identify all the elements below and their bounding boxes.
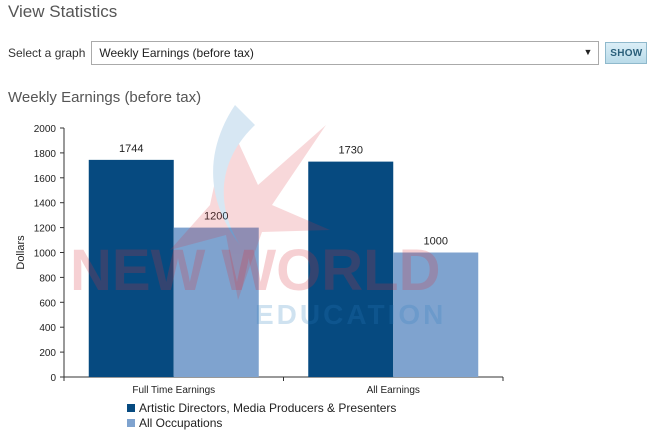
- y-tick-label: 400: [39, 323, 56, 334]
- bar-series2: [173, 227, 259, 377]
- y-tick-label: 800: [39, 273, 56, 284]
- page-title: View Statistics: [8, 2, 118, 21]
- x-category-label: Full Time Earnings: [132, 385, 215, 396]
- bar-value-label: 1730: [339, 145, 363, 157]
- y-tick-label: 600: [39, 298, 56, 309]
- bar-value-label: 1200: [204, 211, 228, 223]
- legend-item-series2: All Occupations: [127, 415, 396, 430]
- legend-label-series2: All Occupations: [139, 415, 223, 430]
- chart-title: Weekly Earnings (before tax): [8, 89, 202, 106]
- select-graph-label: Select a graph: [8, 46, 86, 60]
- legend-label-series1: Artistic Directors, Media Producers & Pr…: [139, 400, 397, 415]
- bar-value-label: 1000: [424, 236, 448, 248]
- bar-series1: [308, 161, 394, 377]
- y-axis-title: Dollars: [15, 235, 27, 270]
- show-button[interactable]: SHOW: [605, 42, 648, 64]
- bar-value-label: 1744: [119, 143, 143, 155]
- bar-series2: [393, 252, 479, 377]
- dropdown-arrow-icon[interactable]: ▼: [583, 47, 593, 57]
- y-tick-label: 1200: [34, 224, 57, 235]
- chart-legend: Artistic Directors, Media Producers & Pr…: [127, 400, 396, 430]
- graph-select[interactable]: Weekly Earnings (before tax) ▼: [91, 41, 600, 65]
- y-tick-label: 2000: [34, 124, 57, 135]
- y-tick-label: 1800: [34, 149, 57, 160]
- graph-select-value: Weekly Earnings (before tax): [99, 46, 254, 60]
- bar-series1: [88, 159, 174, 377]
- legend-item-series1: Artistic Directors, Media Producers & Pr…: [127, 400, 396, 415]
- y-tick-label: 1000: [34, 249, 57, 260]
- graph-select-row: Select a graph Weekly Earnings (before t…: [8, 40, 648, 66]
- y-tick-label: 1400: [34, 199, 57, 210]
- y-tick-label: 1600: [34, 174, 57, 185]
- x-category-label: All Earnings: [367, 385, 420, 396]
- legend-swatch-series1: [127, 403, 135, 412]
- legend-swatch-series2: [127, 418, 135, 427]
- y-tick-label: 200: [39, 348, 56, 359]
- y-tick-label: 0: [50, 373, 56, 384]
